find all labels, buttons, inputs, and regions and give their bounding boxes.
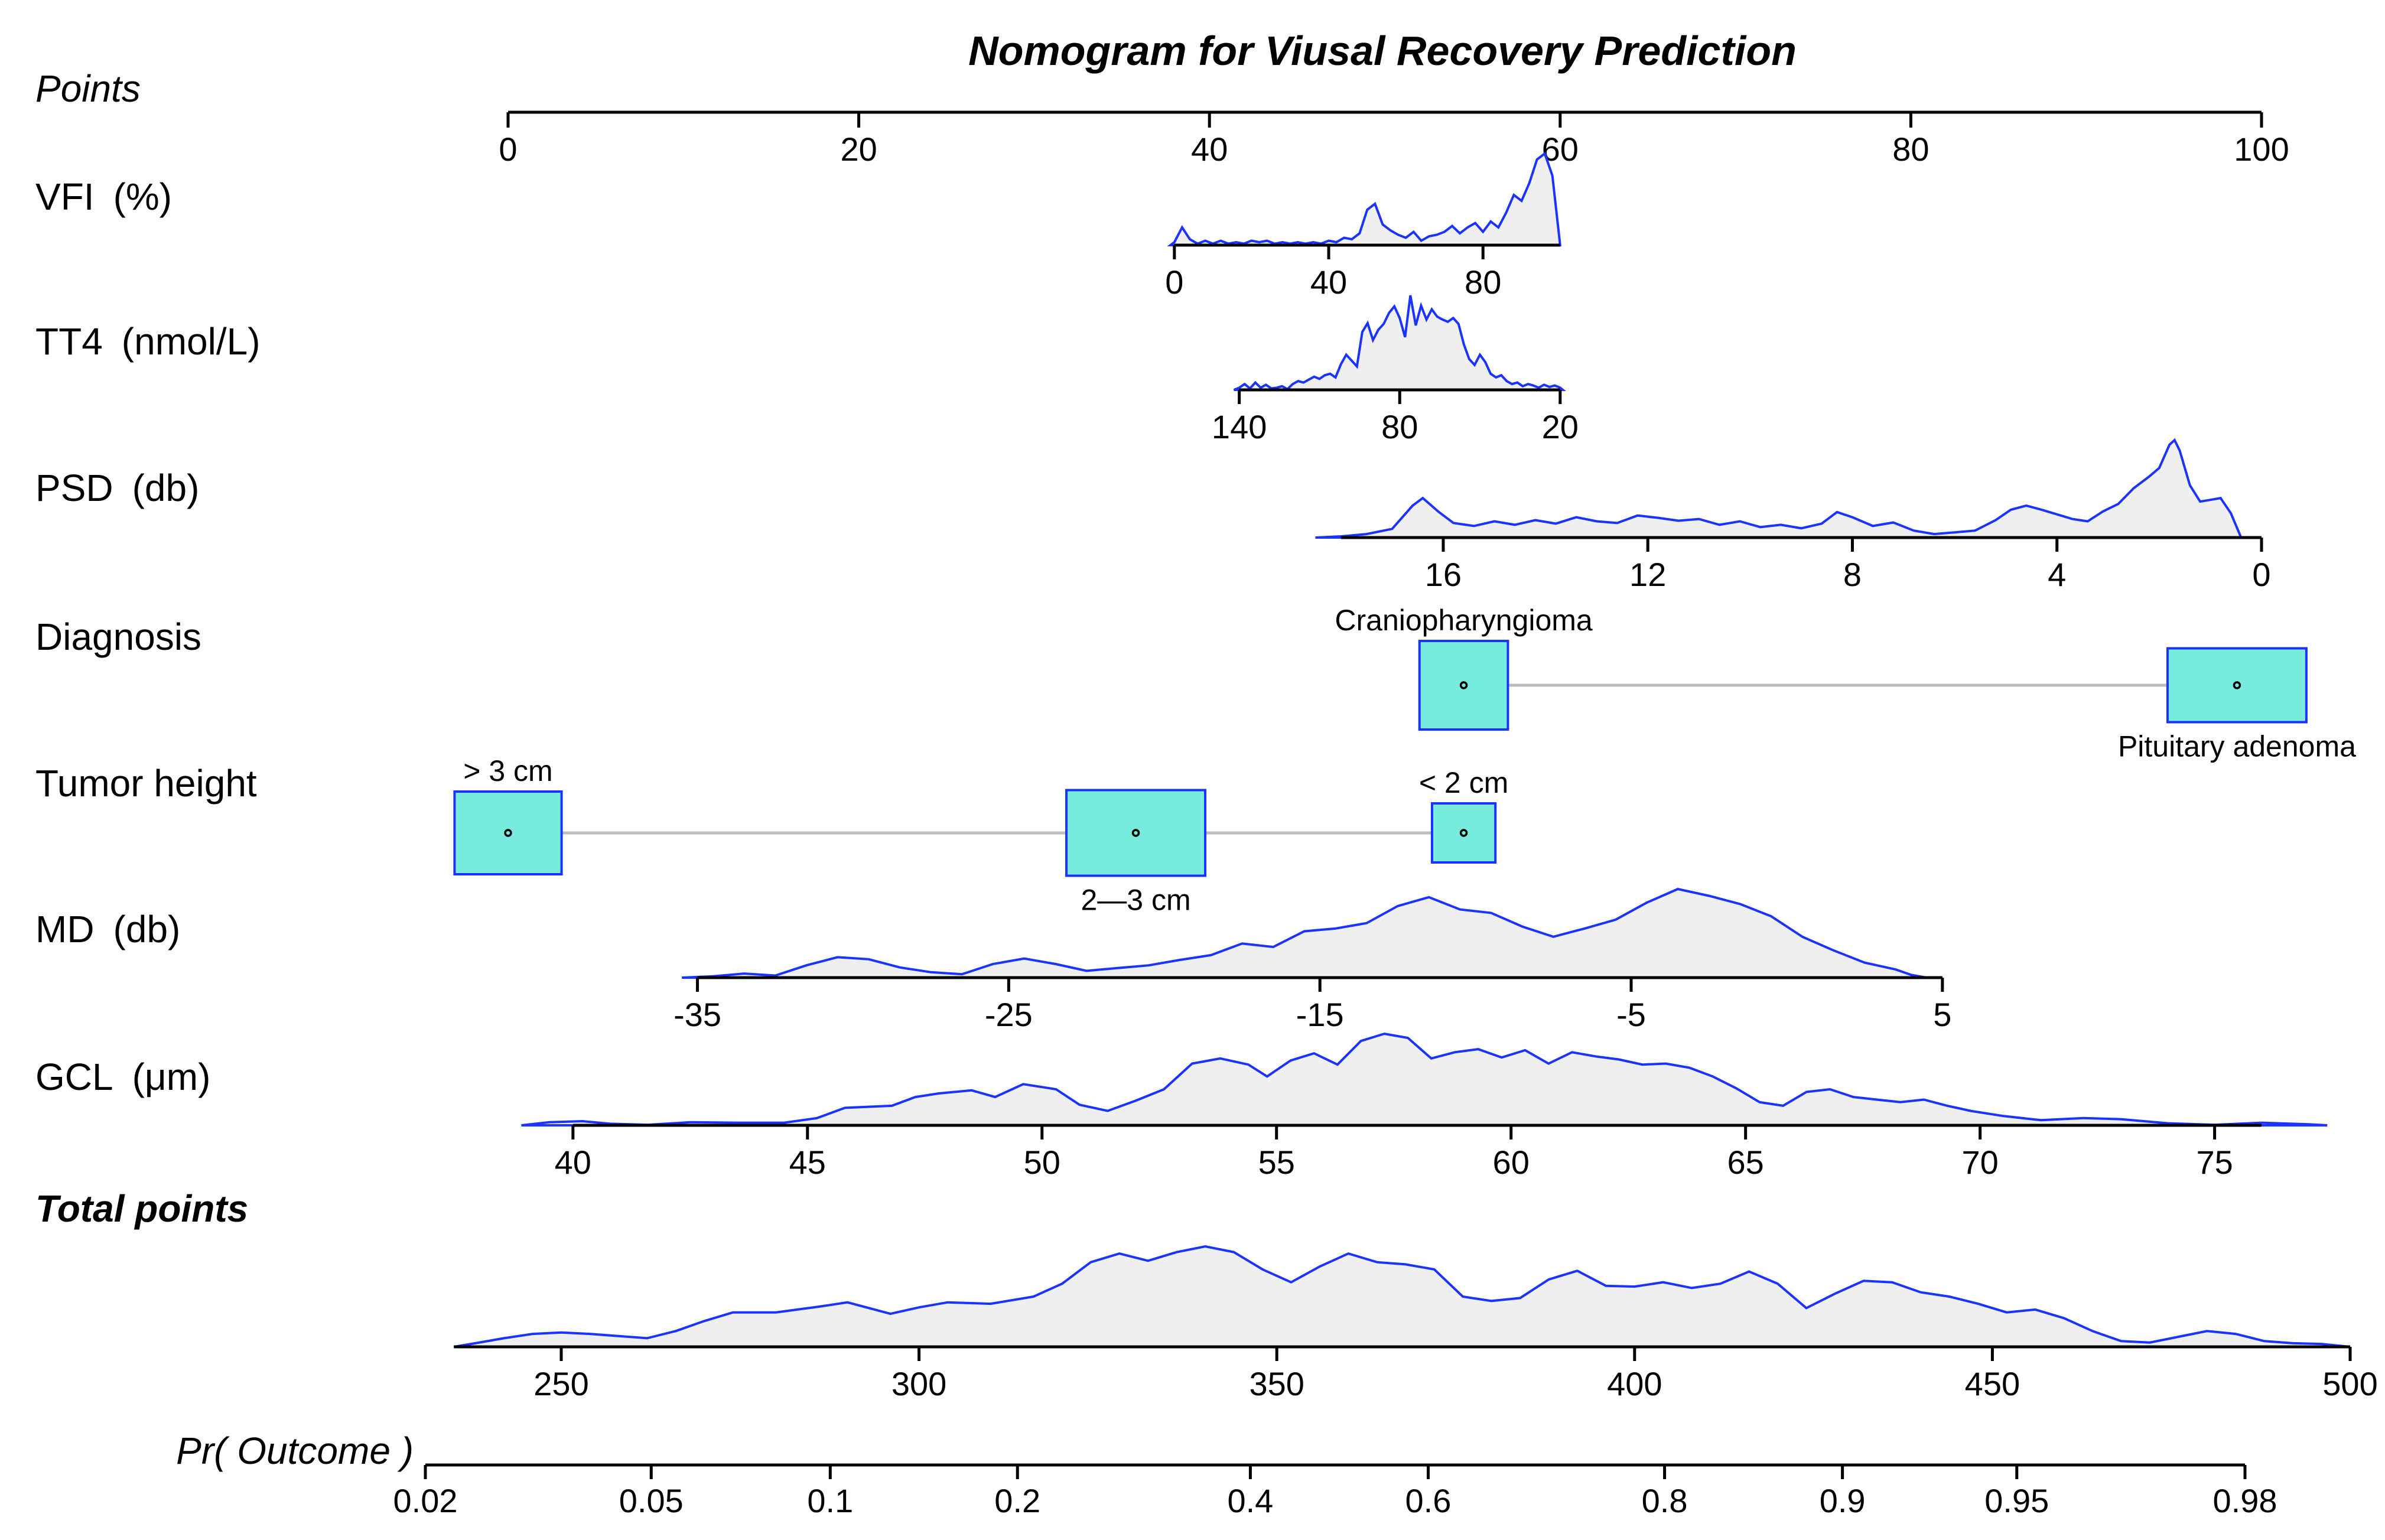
gcl-density-curve [521,1032,2328,1126]
gcl-row-label: GCL (μm) [35,1056,210,1098]
probability-axis-tick-label: 0.9 [1820,1482,1866,1519]
total-points-tick-label: 500 [2322,1365,2377,1402]
tt4-tick-label: 80 [1381,408,1418,445]
md-tick-label: -25 [985,996,1033,1033]
total-points-density-curve [453,1245,2351,1348]
tumor_height-category-point [504,829,512,837]
probability-axis-tick-label: 0.6 [1405,1482,1452,1519]
md-tick-label: -5 [1616,996,1646,1033]
gcl-tick-label: 55 [1258,1144,1295,1181]
tt4-density-curve [1233,295,1566,391]
diagnosis-category-label: Pituitary adenoma [2118,730,2356,763]
tumor_height-category-box [453,790,563,875]
vfi-row-label: VFI (%) [35,175,172,218]
gcl-tick-label: 70 [1961,1144,1998,1181]
diagnosis-category-box [2166,647,2308,724]
tumor_height-category-point [1459,829,1468,837]
tt4-row-label: TT4 (nmol/L) [35,320,261,363]
gcl-tick-label: 75 [2196,1144,2233,1181]
tt4-tick-label: 140 [1212,408,1267,445]
vfi-tick-label: 0 [1165,263,1183,301]
gcl-tick-label: 50 [1024,1144,1060,1181]
psd-tick-label: 12 [1629,556,1666,593]
probability-axis-tick-label: 0.1 [807,1482,853,1519]
diagnosis-row-label: Diagnosis [35,616,201,658]
points-axis-tick-label: 40 [1191,131,1228,168]
tumor_height-row-label: Tumor height [35,762,257,805]
total-points-tick-label: 450 [1965,1365,2020,1402]
total-points-tick-label: 300 [891,1365,946,1402]
total-points-tick-label: 400 [1607,1365,1662,1402]
points-axis-tick-label: 80 [1892,131,1929,168]
probability-axis-label: Pr( Outcome ) [176,1430,414,1472]
vfi-tick-label: 80 [1465,263,1501,301]
tumor_height-category-point [1131,829,1140,837]
psd-tick-label: 0 [2252,556,2270,593]
tumor_height-category-label: > 3 cm [463,754,552,787]
psd-tick-label: 4 [2048,556,2066,593]
gcl-tick-label: 45 [789,1144,826,1181]
diagnosis-category-box [1418,640,1509,731]
points-axis-tick-label: 20 [840,131,877,168]
gcl-tick-label: 65 [1727,1144,1764,1181]
psd-row-label: PSD (db) [35,467,199,509]
vfi-density-curve [1167,151,1562,246]
points-axis-label: Points [35,67,141,110]
probability-axis-tick-label: 0.95 [1984,1482,2049,1519]
points-axis-tick-label: 0 [499,131,517,168]
diagnosis-category-label: Craniopharyngioma [1335,604,1593,637]
points-axis-tick-label: 100 [2234,131,2289,168]
tumor_height-category-label: 2—3 cm [1081,884,1190,917]
probability-axis-tick-label: 0.02 [393,1482,458,1519]
probability-axis-tick-label: 0.98 [2213,1482,2277,1519]
gcl-tick-label: 40 [555,1144,591,1181]
vfi-tick-label: 40 [1310,263,1347,301]
probability-axis-tick-label: 0.2 [994,1482,1040,1519]
gcl-tick-label: 60 [1493,1144,1530,1181]
tumor_height-category-box [1430,802,1497,864]
probability-axis-tick-label: 0.8 [1642,1482,1688,1519]
chart-title: Nomogram for Viusal Recovery Prediction [968,28,1797,74]
psd-density-curve [1315,438,2243,539]
probability-axis-tick-label: 0.05 [619,1482,684,1519]
diagnosis-category-point [1459,681,1468,689]
diagnosis-category-point [2233,681,2241,689]
md-tick-label: 5 [1933,996,1951,1033]
psd-tick-label: 8 [1843,556,1862,593]
tt4-tick-label: 20 [1542,408,1579,445]
md-density-curve [682,887,1927,979]
tumor_height-category-label: < 2 cm [1419,766,1508,799]
total-points-label: Total points [35,1187,248,1230]
tumor_height-category-box [1065,789,1207,877]
psd-tick-label: 16 [1425,556,1462,593]
md-tick-label: -35 [673,996,721,1033]
md-row-label: MD (db) [35,908,180,950]
total-points-tick-label: 250 [533,1365,588,1402]
md-tick-label: -15 [1296,996,1344,1033]
probability-axis-tick-label: 0.4 [1227,1482,1273,1519]
total-points-tick-label: 350 [1249,1365,1304,1402]
